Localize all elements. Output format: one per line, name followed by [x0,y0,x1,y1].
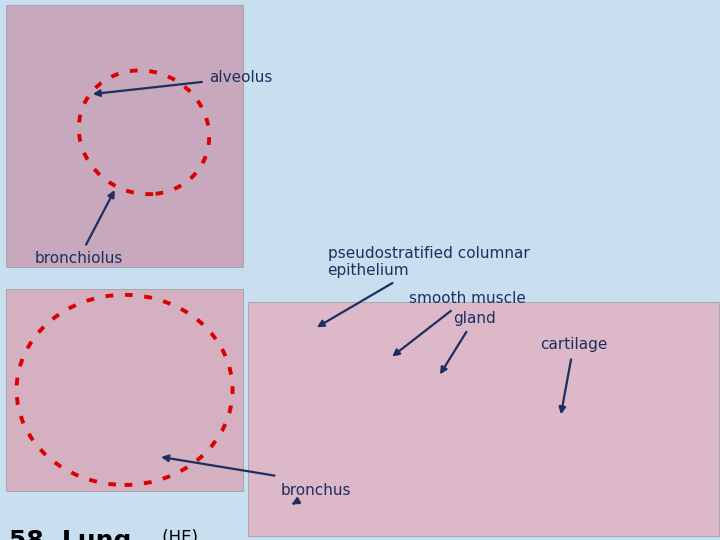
Text: 58. Lung: 58. Lung [9,529,131,540]
Text: cartilage: cartilage [540,338,608,412]
Text: bronchiolus: bronchiolus [35,192,123,266]
Text: smooth muscle: smooth muscle [394,291,526,355]
Text: pseudostratified columnar
epithelium: pseudostratified columnar epithelium [319,246,529,326]
Bar [6,289,243,491]
Text: (HE): (HE) [157,529,198,540]
Bar [6,5,243,267]
Bar [248,302,719,536]
Text: gland: gland [441,310,496,373]
Text: alveolus: alveolus [95,70,272,96]
Text: bronchus: bronchus [281,483,351,503]
